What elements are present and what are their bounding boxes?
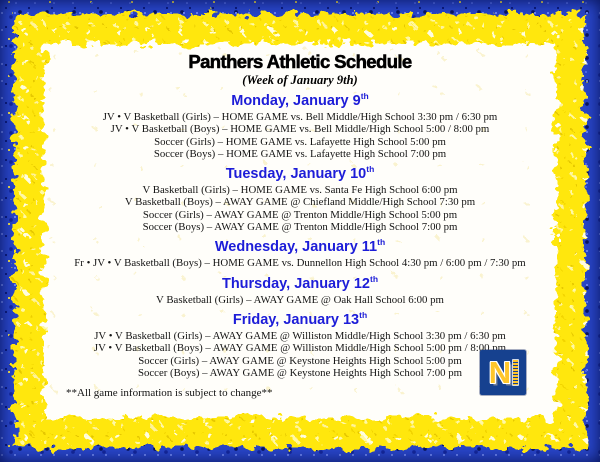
schedule-line: Soccer (Boys) – AWAY GAME @ Keystone Hei… <box>137 366 463 379</box>
schedule-line: Soccer (Girls) – AWAY GAME @ Trenton Mid… <box>142 208 458 221</box>
schedule-sections: Monday, January 9th JV • V Basketball (G… <box>50 91 550 379</box>
schedule-line: Soccer (Boys) – HOME GAME vs. Lafayette … <box>153 147 447 160</box>
day-lines: JV • V Basketball (Girls) – HOME GAME vs… <box>50 111 550 160</box>
day-lines: V Basketball (Girls) – HOME GAME vs. San… <box>50 184 550 233</box>
day-section: Tuesday, January 10th V Basketball (Girl… <box>50 164 550 233</box>
page-subtitle: (Week of January 9th) <box>242 73 358 87</box>
schedule-line: JV • V Basketball (Boys) – HOME GAME vs.… <box>110 123 490 136</box>
page-background <box>44 44 556 418</box>
logo-letter-n: N <box>488 354 512 390</box>
day-header: Monday, January 9th <box>231 91 369 109</box>
day-header: Friday, January 13th <box>232 310 368 328</box>
schedule-line: JV • V Basketball (Girls) – HOME GAME vs… <box>102 111 498 123</box>
day-header: Thursday, January 12th <box>221 273 379 292</box>
day-header: Tuesday, January 10th <box>225 164 375 183</box>
schedule-line: JV • V Basketball (Girls) – AWAY GAME @ … <box>94 329 506 342</box>
schedule-line: JV • V Basketball (Boys) – AWAY GAME @ W… <box>93 342 507 355</box>
schedule-line: Soccer (Boys) – AWAY GAME @ Trenton Midd… <box>142 221 458 234</box>
page-title: Panthers Athletic Schedule <box>188 51 412 72</box>
day-section: Monday, January 9th JV • V Basketball (G… <box>50 91 550 160</box>
schedule-line: Soccer (Girls) – AWAY GAME @ Keystone He… <box>138 354 462 367</box>
day-section: Thursday, January 12th V Basketball (Gir… <box>50 273 550 306</box>
day-section: Friday, January 13th JV • V Basketball (… <box>50 310 550 379</box>
day-header: Wednesday, January 11th <box>214 237 386 256</box>
disclaimer-text: **All game information is subject to cha… <box>66 387 273 399</box>
schedule-line: V Basketball (Boys) – AWAY GAME @ Chiefl… <box>124 196 476 209</box>
schedule-line: V Basketball (Girls) – AWAY GAME @ Oak H… <box>156 293 444 306</box>
schedule-line: Soccer (Girls) – HOME GAME vs. Lafayette… <box>154 135 446 148</box>
school-logo: N <box>480 350 526 395</box>
day-lines: Fr • JV • V Basketball (Boys) – HOME GAM… <box>50 257 550 269</box>
day-lines: JV • V Basketball (Girls) – AWAY GAME @ … <box>50 330 550 379</box>
schedule-line: V Basketball (Girls) – HOME GAME vs. San… <box>142 184 458 197</box>
day-section: Wednesday, January 11th Fr • JV • V Bask… <box>50 237 550 269</box>
day-lines: V Basketball (Girls) – AWAY GAME @ Oak H… <box>50 294 550 306</box>
logo-vertical-strip <box>513 360 518 385</box>
schedule-line: Fr • JV • V Basketball (Boys) – HOME GAM… <box>74 257 526 270</box>
